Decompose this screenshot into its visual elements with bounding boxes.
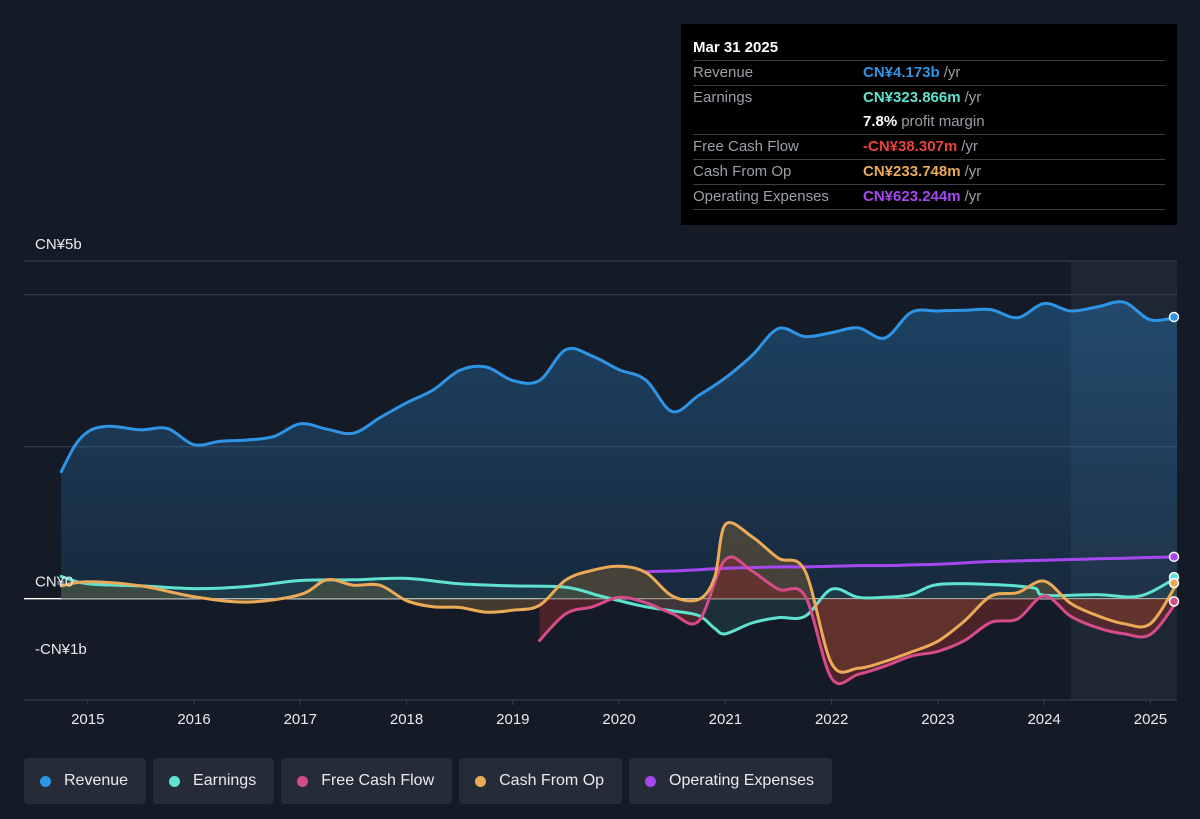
y-tick-label: CN¥0 [35, 574, 73, 591]
end-point-revenue [1168, 311, 1180, 323]
series-line-earnings [59, 574, 1179, 636]
legend-dot-icon [645, 775, 657, 787]
tooltip-unit: /yr [961, 138, 978, 155]
tooltip-date: Mar 31 2025 [693, 39, 779, 56]
legend-label: Cash From Op [499, 772, 605, 789]
legend-item-cash-from-op[interactable]: Cash From Op [459, 758, 623, 804]
legend-dot-icon [169, 775, 181, 787]
dot-layer [1168, 311, 1180, 607]
area-fill-free-cash-flow [539, 557, 1177, 684]
series-line-revenue [59, 300, 1179, 474]
tooltip-unit: /yr [964, 89, 982, 106]
tooltip-value: CN¥323.866m [863, 89, 961, 106]
tooltip-value: -CN¥38.307m [863, 138, 958, 155]
x-tick-label: 2021 [709, 711, 742, 728]
x-tick-label: 2020 [602, 711, 635, 728]
tooltip-row-revenue: Revenue CN¥4.173b /yr [693, 60, 1165, 85]
y-tick-label: -CN¥1b [35, 641, 87, 658]
tooltip-row-operating-expenses: Operating Expenses CN¥623.244m /yr [693, 184, 1165, 210]
tooltip-value: 7.8% [863, 113, 898, 130]
legend-dot-icon [297, 775, 309, 787]
legend-item-operating-expenses[interactable]: Operating Expenses [629, 758, 833, 804]
legend-item-revenue[interactable]: Revenue [24, 758, 147, 804]
line-layer [59, 300, 1179, 686]
tooltip-value: CN¥4.173b [863, 64, 940, 81]
series-line-operating-expenses [644, 555, 1179, 574]
x-tick-label: 2025 [1134, 711, 1167, 728]
x-tick-label: 2016 [177, 711, 210, 728]
fill-layer [61, 301, 1178, 684]
end-point-free-cash-flow [1168, 596, 1180, 607]
x-tick-label: 2018 [390, 711, 423, 728]
tooltip-label [693, 110, 863, 134]
tooltip-label: Revenue [693, 64, 754, 81]
tooltip-unit: profit margin [901, 113, 985, 130]
legend-item-free-cash-flow[interactable]: Free Cash Flow [281, 758, 453, 804]
legend-label: Free Cash Flow [321, 772, 435, 789]
legend-dot-icon [40, 775, 51, 787]
legend-label: Earnings [193, 772, 257, 789]
x-tick-label: 2015 [71, 711, 104, 728]
tooltip-value: CN¥623.244m [863, 188, 961, 205]
tooltip-label: Free Cash Flow [693, 138, 799, 155]
tooltip-row-free-cash-flow: Free Cash Flow -CN¥38.307m /yr [693, 134, 1165, 159]
tooltip-value: CN¥233.748m [863, 163, 961, 180]
series-line-free-cash-flow [537, 555, 1179, 686]
tooltip-label: Earnings [693, 89, 753, 106]
tooltip-unit: /yr [943, 64, 961, 81]
tooltip-panel: Mar 31 2025 Revenue CN¥4.173b /yr Earnin… [681, 24, 1177, 225]
x-tick-label: 2023 [921, 711, 954, 728]
tooltip-label: Operating Expenses [693, 188, 829, 205]
tooltip-unit: /yr [964, 188, 982, 205]
legend-dot-icon [475, 775, 487, 787]
label-layer: CN¥5b CN¥0 -CN¥1b 2015 2016 2017 2018 2019 2020 2… [35, 236, 1167, 728]
x-tick-label: 2019 [496, 711, 529, 728]
y-tick-label: CN¥5b [35, 236, 82, 253]
x-tick-label: 2017 [284, 711, 317, 728]
end-point-operating-expenses [1168, 551, 1180, 563]
end-point-cash-from-op [1168, 577, 1180, 589]
legend-label: Revenue [64, 772, 129, 789]
tooltip-row-cash-from-op: Cash From Op CN¥233.748m /yr [693, 159, 1165, 184]
x-tick-label: 2022 [815, 711, 848, 728]
area-fill-earnings [61, 576, 1178, 634]
legend: Revenue Earnings Free Cash Flow Cash Fro… [24, 758, 833, 804]
tooltip-row-earnings: Earnings CN¥323.866m /yr [693, 85, 1165, 110]
legend-label: Operating Expenses [669, 772, 815, 789]
area-fill-revenue [61, 301, 1178, 599]
legend-item-earnings[interactable]: Earnings [153, 758, 275, 804]
tooltip-row-profit-margin: 7.8% profit margin [693, 110, 1165, 134]
x-tick-label: 2024 [1027, 711, 1060, 728]
tooltip-label: Cash From Op [693, 163, 792, 180]
series-line-cash-from-op [59, 521, 1179, 674]
tooltip-unit: /yr [964, 163, 982, 180]
